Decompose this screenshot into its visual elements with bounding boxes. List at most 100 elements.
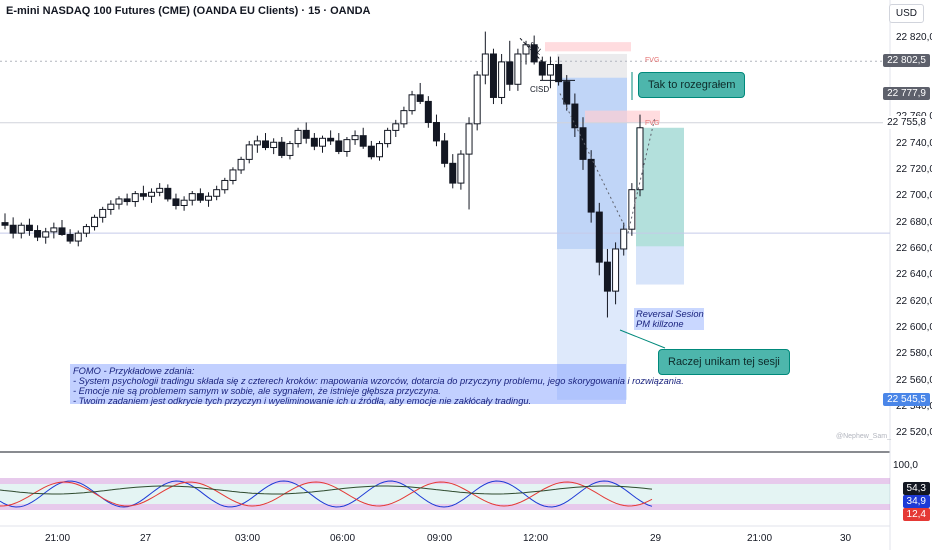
candle [489, 48, 497, 105]
candle-body [278, 141, 286, 156]
candle [107, 200, 115, 215]
fomo-line: - Twoim zadaniem jest odkrycie tych przy… [73, 396, 532, 406]
candle-body [400, 110, 408, 125]
candle [335, 133, 343, 155]
oscillator-value-tag: 34,9 [902, 495, 930, 508]
candle-body [302, 129, 310, 139]
candle-body [367, 145, 375, 158]
currency-button[interactable]: USD [888, 4, 924, 23]
candle [188, 191, 196, 206]
reference-lines [0, 60, 890, 234]
candle [1, 213, 9, 230]
oscillator-pane [0, 478, 890, 510]
candle-body [139, 193, 147, 197]
candle [400, 106, 408, 128]
candle [392, 119, 400, 137]
candle-body [636, 127, 644, 191]
candle [99, 206, 107, 223]
candle [245, 140, 253, 164]
candle [278, 136, 286, 159]
chart-drawings [519, 37, 666, 349]
candle-body [148, 191, 156, 197]
candle [449, 154, 457, 189]
time-tick: 09:00 [427, 533, 453, 544]
candle [213, 185, 221, 201]
candle-body [449, 162, 457, 184]
fomo-note: FOMO - Przykładowe zdania: - System psyc… [70, 364, 684, 406]
candle [441, 133, 449, 168]
candle-body [498, 61, 506, 98]
candle [351, 130, 359, 145]
time-tick: 27 [140, 533, 152, 544]
long-profit-zone [636, 127, 684, 247]
candle-body [156, 187, 164, 193]
candle [253, 135, 261, 153]
oscillator-slow-line [0, 481, 653, 507]
candle-body [310, 137, 318, 147]
fomo-line: - Emocje nie są problemem samym w sobie,… [73, 386, 441, 396]
candle [432, 114, 440, 147]
candle-body [42, 231, 50, 238]
candle [538, 56, 546, 81]
price-tick: 22 600,0 [896, 322, 932, 334]
candle [473, 71, 481, 131]
candle-body [205, 195, 213, 201]
candle-body [441, 140, 449, 164]
candle-body [319, 137, 326, 147]
candle [522, 40, 530, 65]
price-tag: 22 802,5 [883, 54, 930, 68]
candle-body [432, 121, 440, 142]
candle-body [408, 94, 416, 112]
candle-body [424, 100, 432, 123]
candle-body [603, 261, 611, 292]
candle-body [17, 224, 25, 234]
candle [262, 133, 270, 151]
candle-body [34, 230, 42, 238]
candle-body [74, 232, 82, 242]
candle-body [579, 127, 587, 160]
session-line-2: PM killzone [636, 319, 684, 329]
candle [327, 130, 335, 145]
fomo-line: - System psychologii tradingu składa się… [73, 376, 684, 386]
oscillator-value-tag: 54,3 [902, 482, 930, 495]
candle-body [229, 169, 237, 181]
time-tick: 21:00 [45, 533, 71, 544]
candle-body [9, 224, 17, 234]
price-tag: 22 755,8 [883, 115, 930, 129]
candle [58, 219, 66, 236]
oscillator-fast-line [0, 480, 653, 508]
candle-body [416, 94, 424, 102]
candle-body [327, 137, 335, 142]
candle-body [359, 135, 367, 147]
cisd-label: CISD [530, 85, 550, 94]
candle [115, 196, 123, 210]
candle-body [66, 233, 74, 242]
candle [571, 93, 579, 137]
price-tick: 22 520,0 [896, 427, 932, 439]
candle [579, 117, 587, 170]
candle-body [123, 198, 131, 203]
callout-avoid-session[interactable]: Raczej unikam tej sesji [658, 349, 790, 375]
candle-body [555, 64, 563, 83]
candle [310, 133, 318, 151]
candle [514, 48, 522, 91]
candle [612, 242, 620, 305]
candle-body [262, 140, 270, 149]
callout-played[interactable]: Tak to rozegrałem [638, 72, 746, 98]
fvg-zone-2 [585, 110, 660, 123]
candle-body [213, 189, 221, 197]
candle [131, 191, 139, 207]
candle [498, 53, 506, 105]
candle-body [457, 153, 465, 184]
candle [34, 225, 42, 242]
candle-body [506, 61, 514, 85]
time-tick: 29 [650, 533, 662, 544]
candle-body [563, 81, 571, 105]
candle [546, 56, 554, 89]
candle-body [351, 135, 359, 141]
candle [91, 214, 99, 231]
candle [563, 75, 571, 111]
candle [221, 177, 229, 194]
candle-body [115, 198, 123, 205]
